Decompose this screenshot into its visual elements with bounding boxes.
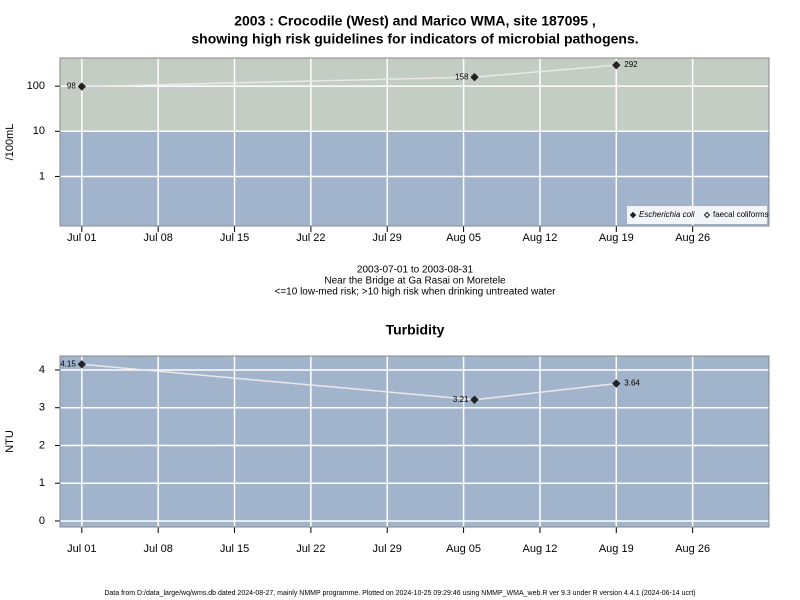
legend-box [627, 206, 767, 224]
legend-label: Escherichia coli [639, 210, 695, 219]
plot-border [59, 355, 770, 528]
y-tick-label: 4 [39, 364, 45, 376]
annotation: <=10 low-med risk; >10 high risk when dr… [275, 287, 557, 298]
x-tick-label: Aug 05 [446, 232, 481, 244]
y-axis-label: NTU [4, 430, 16, 453]
annotation: Near the Bridge at Ga Rasai on Moretele [324, 276, 506, 287]
chart-title: Turbidity [386, 322, 445, 338]
annotation: 2003-07-01 to 2003-08-31 [357, 265, 474, 276]
data-point [612, 379, 621, 388]
x-tick-label: Jul 22 [296, 543, 325, 555]
x-tick-label: Jul 01 [67, 232, 96, 244]
x-tick-label: Jul 22 [296, 232, 325, 244]
x-tick-label: Jul 08 [143, 232, 172, 244]
data-point [470, 72, 479, 82]
y-tick-label: 0 [39, 515, 45, 527]
data-label: 4.15 [60, 359, 76, 368]
chart-title: showing high risk guidelines for indicat… [191, 31, 638, 47]
plot-border [59, 57, 770, 227]
x-tick-label: Aug 12 [523, 543, 558, 555]
plot-background [60, 356, 769, 527]
y-tick-label: 10 [33, 125, 45, 137]
x-tick-label: Aug 12 [523, 232, 558, 244]
data-label: 3.64 [624, 379, 640, 388]
data-point [77, 360, 87, 369]
x-tick-label: Jul 15 [220, 543, 249, 555]
data-label: 158 [455, 72, 469, 81]
x-tick-label: Aug 05 [446, 543, 481, 555]
x-tick-label: Jul 15 [220, 232, 249, 244]
x-tick-label: Aug 26 [675, 232, 710, 244]
risk-band [60, 58, 769, 132]
data-point [77, 82, 87, 91]
footer: Data from D:/data_large/wq/wms.db dated … [104, 590, 695, 597]
x-tick-label: Jul 29 [373, 543, 402, 555]
y-tick-label: 1 [39, 170, 45, 182]
data-point [470, 395, 479, 404]
x-tick-label: Jul 08 [143, 543, 172, 555]
legend-label: faecal coliforms [713, 210, 769, 219]
legend-marker [703, 211, 711, 219]
legend-marker [629, 211, 637, 219]
y-tick-label: 3 [39, 402, 45, 414]
x-tick-label: Aug 19 [599, 232, 634, 244]
data-point [612, 60, 621, 70]
y-tick-label: 100 [27, 80, 45, 92]
x-tick-label: Aug 19 [599, 543, 634, 555]
y-axis-label: /100mL [4, 124, 16, 161]
x-tick-label: Jul 01 [67, 543, 96, 555]
y-tick-label: 1 [39, 477, 45, 489]
data-label: 98 [67, 82, 76, 91]
x-tick-label: Jul 29 [373, 232, 402, 244]
chart-title: 2003 : Crocodile (West) and Marico WMA, … [234, 13, 596, 29]
x-tick-label: Aug 26 [675, 543, 710, 555]
data-label: 292 [624, 60, 638, 69]
data-label: 3.21 [453, 395, 469, 404]
y-tick-label: 2 [39, 439, 45, 451]
